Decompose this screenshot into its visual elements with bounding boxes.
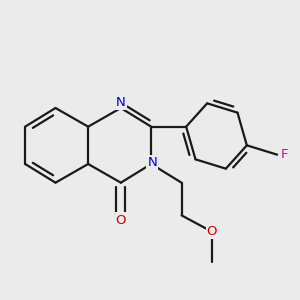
Text: F: F (281, 148, 288, 161)
Text: O: O (116, 214, 126, 226)
Text: N: N (116, 96, 126, 109)
Text: O: O (207, 225, 217, 238)
Text: N: N (148, 156, 157, 169)
